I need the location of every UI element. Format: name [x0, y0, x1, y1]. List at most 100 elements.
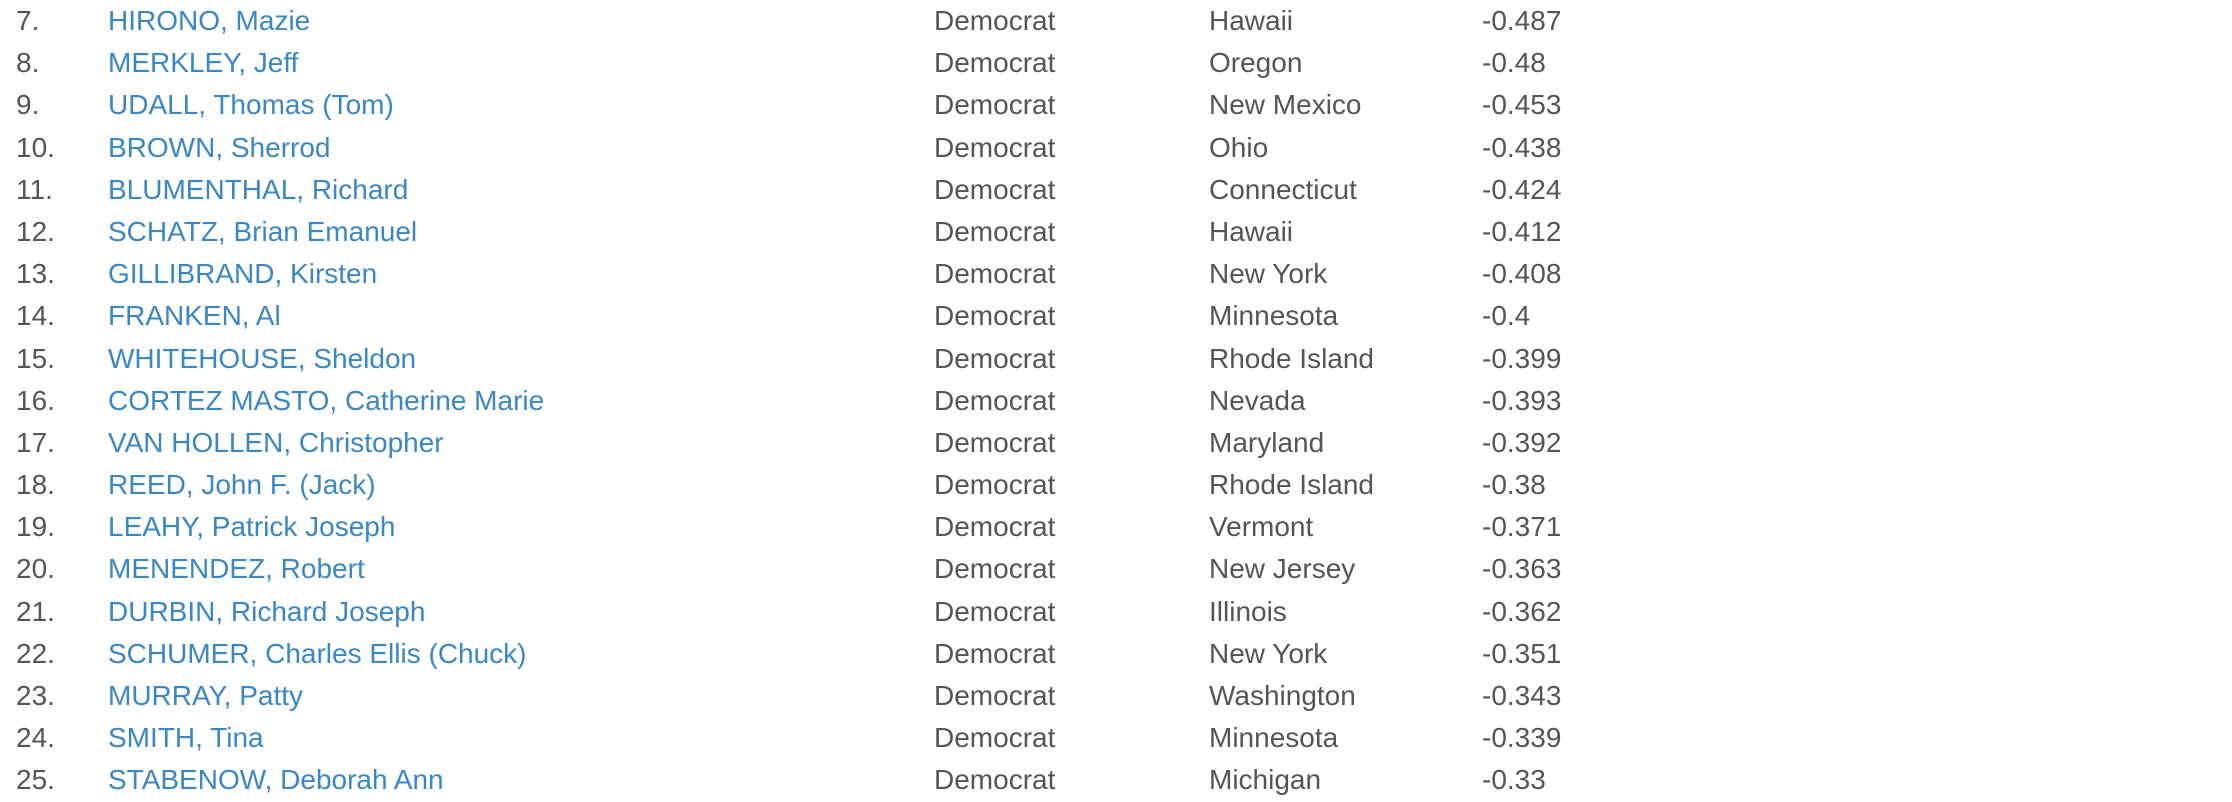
score-cell: -0.487 — [1482, 5, 1562, 36]
table-row: 9. UDALL, Thomas (Tom) Democrat New Mexico -… — [0, 84, 2232, 126]
senator-name-link[interactable]: VAN HOLLEN, Christopher — [108, 426, 444, 458]
state-cell: New York — [1209, 637, 1328, 669]
score-cell: -0.33 — [1482, 764, 1546, 796]
state-cell: Minnesota — [1209, 300, 1339, 332]
score-cell: -0.371 — [1482, 511, 1562, 543]
rank-cell: 10. — [16, 131, 55, 163]
state-cell: New York — [1209, 258, 1328, 290]
rank-cell: 14. — [16, 300, 55, 332]
party-cell: Democrat — [934, 131, 1056, 163]
senator-name-link[interactable]: MERKLEY, Jeff — [108, 47, 299, 79]
table-row: 18. REED, John F. (Jack) Democrat Rhode Isl… — [0, 464, 2232, 506]
senator-name-link[interactable]: GILLIBRAND, Kirsten — [108, 258, 378, 290]
rank-cell: 8. — [16, 47, 40, 79]
senator-name-link[interactable]: SMITH, Tina — [108, 722, 264, 754]
party-cell: Democrat — [934, 426, 1056, 458]
table-row: 20. MENENDEZ, Robert Democrat New Jersey -0.… — [0, 548, 2232, 590]
table-row: 11. BLUMENTHAL, Richard Democrat Connecticu… — [0, 169, 2232, 211]
senator-name-link[interactable]: HIRONO, Mazie — [108, 5, 311, 36]
rank-cell: 22. — [16, 637, 55, 669]
score-cell: -0.453 — [1482, 89, 1562, 121]
senator-name-link[interactable]: BLUMENTHAL, Richard — [108, 173, 409, 205]
rank-cell: 19. — [16, 511, 55, 543]
table-row: 17. VAN HOLLEN, Christopher Democrat Maryla… — [0, 422, 2232, 464]
rank-cell: 12. — [16, 215, 55, 247]
senator-name-link[interactable]: CORTEZ MASTO, Catherine Marie — [108, 384, 545, 416]
rank-cell: 18. — [16, 469, 55, 501]
party-cell: Democrat — [934, 5, 1056, 36]
senator-name-link[interactable]: WHITEHOUSE, Sheldon — [108, 342, 417, 374]
party-cell: Democrat — [934, 215, 1056, 247]
table-row: 13. GILLIBRAND, Kirsten Democrat New York -0… — [0, 253, 2232, 295]
party-cell: Democrat — [934, 173, 1056, 205]
senator-name-link[interactable]: REED, John F. (Jack) — [108, 469, 376, 501]
score-cell: -0.412 — [1482, 215, 1562, 247]
rank-cell: 11. — [16, 173, 53, 205]
table-row: 10. BROWN, Sherrod Democrat Ohio -0.438 — [0, 127, 2232, 169]
table-row: 8. MERKLEY, Jeff Democrat Oregon -0.48 — [0, 42, 2232, 84]
table-row: 7. HIRONO, Mazie Democrat Hawaii -0.487 — [0, 0, 2232, 42]
party-cell: Democrat — [934, 553, 1056, 585]
senator-name-link[interactable]: STABENOW, Deborah Ann — [108, 764, 444, 796]
table-row: 12. SCHATZ, Brian Emanuel Democrat Hawaii -0… — [0, 211, 2232, 253]
rank-cell: 13. — [16, 258, 55, 290]
state-cell: Minnesota — [1209, 722, 1339, 754]
state-cell: Rhode Island — [1209, 469, 1375, 501]
senator-name-link[interactable]: BROWN, Sherrod — [108, 131, 331, 163]
score-cell: -0.392 — [1482, 426, 1562, 458]
state-cell: Washington — [1209, 680, 1356, 711]
senator-name-link[interactable]: SCHATZ, Brian Emanuel — [108, 215, 418, 247]
score-cell: -0.424 — [1482, 173, 1562, 205]
state-cell: Illinois — [1209, 595, 1287, 627]
score-cell: -0.399 — [1482, 342, 1562, 374]
rank-cell: 16. — [16, 384, 55, 416]
state-cell: Michigan — [1209, 764, 1322, 796]
table-row: 16. CORTEZ MASTO, Catherine Marie Democrat… — [0, 380, 2232, 422]
state-cell: Rhode Island — [1209, 342, 1375, 374]
senator-name-link[interactable]: MENENDEZ, Robert — [108, 553, 365, 585]
state-cell: Maryland — [1209, 426, 1325, 458]
senator-name-link[interactable]: DURBIN, Richard Joseph — [108, 595, 426, 627]
party-cell: Democrat — [934, 342, 1056, 374]
senator-name-link[interactable]: UDALL, Thomas (Tom) — [108, 89, 394, 121]
score-cell: -0.343 — [1482, 680, 1562, 711]
party-cell: Democrat — [934, 89, 1056, 121]
score-cell: -0.38 — [1482, 469, 1546, 501]
rank-cell: 21. — [16, 595, 55, 627]
table-row: 21. DURBIN, Richard Joseph Democrat Illinoi… — [0, 591, 2232, 633]
party-cell: Democrat — [934, 47, 1056, 79]
score-cell: -0.4 — [1482, 300, 1531, 332]
rank-cell: 25. — [16, 764, 55, 796]
rank-cell: 9. — [16, 89, 40, 121]
senator-name-link[interactable]: FRANKEN, Al — [108, 300, 281, 332]
table-row: 22. SCHUMER, Charles Ellis (Chuck) Democra… — [0, 633, 2232, 675]
state-cell: Vermont — [1209, 511, 1314, 543]
table-row: 15. WHITEHOUSE, Sheldon Democrat Rhode Isla… — [0, 338, 2232, 380]
rank-cell: 20. — [16, 553, 55, 585]
state-cell: New Mexico — [1209, 89, 1362, 121]
senator-name-link[interactable]: MURRAY, Patty — [108, 680, 304, 711]
state-cell: Nevada — [1209, 384, 1306, 416]
party-cell: Democrat — [934, 469, 1056, 501]
state-cell: Oregon — [1209, 47, 1303, 79]
rank-cell: 7. — [16, 5, 40, 36]
state-cell: Hawaii — [1209, 215, 1294, 247]
table-row: 25. STABENOW, Deborah Ann Democrat Michigan… — [0, 759, 2232, 801]
party-cell: Democrat — [934, 764, 1056, 796]
senator-name-link[interactable]: LEAHY, Patrick Joseph — [108, 511, 396, 543]
state-cell: Connecticut — [1209, 173, 1357, 205]
rank-cell: 24. — [16, 722, 55, 754]
table-row: 23. MURRAY, Patty Democrat Washington -0.343 — [0, 675, 2232, 717]
senator-name-link[interactable]: SCHUMER, Charles Ellis (Chuck) — [108, 637, 527, 669]
state-cell: New Jersey — [1209, 553, 1356, 585]
score-cell: -0.351 — [1482, 637, 1562, 669]
score-cell: -0.362 — [1482, 595, 1562, 627]
table-row: 14. FRANKEN, Al Democrat Minnesota -0.4 — [0, 295, 2232, 337]
table-row: 19. LEAHY, Patrick Joseph Democrat Vermont -… — [0, 506, 2232, 548]
party-cell: Democrat — [934, 680, 1056, 711]
rank-cell: 23. — [16, 680, 55, 711]
party-cell: Democrat — [934, 511, 1056, 543]
party-cell: Democrat — [934, 637, 1056, 669]
score-cell: -0.408 — [1482, 258, 1562, 290]
